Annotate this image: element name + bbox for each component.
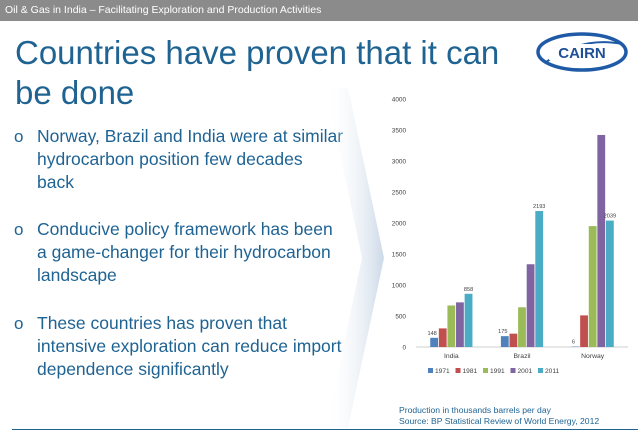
legend-label: 1981	[463, 368, 478, 375]
legend-swatch	[510, 368, 516, 373]
bullet-text: These countries has proven that intensiv…	[37, 313, 342, 379]
y-tick-label: 2500	[392, 190, 407, 197]
source-units: Production in thousands barrels per day	[399, 405, 551, 415]
bar	[588, 226, 597, 347]
y-tick-label: 2000	[392, 221, 407, 228]
bar	[438, 328, 447, 347]
bar	[518, 307, 526, 347]
cairn-logo: CAIRN	[536, 32, 628, 72]
legend-label: 1991	[490, 368, 505, 375]
chevron-arrow	[326, 88, 384, 428]
bullet-text: Conducive policy framework has been a ga…	[37, 219, 333, 285]
legend-label: 1971	[435, 368, 450, 375]
data-label: 858	[464, 287, 473, 293]
data-label: 2039	[604, 214, 616, 220]
bar	[580, 315, 588, 347]
bullet-marker: o	[14, 314, 24, 333]
data-label: 148	[427, 331, 436, 337]
bar	[509, 333, 518, 347]
x-tick-label: Norway	[581, 353, 605, 360]
header-bar: Oil & Gas in India – Facilitating Explor…	[0, 0, 638, 21]
bullet-item: o These countries has proven that intens…	[14, 312, 344, 381]
legend-swatch	[483, 368, 488, 373]
production-bar-chart: 0 500 1000 1500 2000 2500 3000 3500 4000 India Bra…	[392, 97, 628, 375]
bar	[535, 211, 544, 347]
logo-text: CAIRN	[558, 45, 606, 62]
y-tick-label: 4000	[392, 97, 407, 104]
y-tick-label: 0	[402, 345, 406, 352]
header-title: Oil & Gas in India – Facilitating Explor…	[5, 4, 322, 16]
bullet-marker: o	[14, 220, 24, 239]
bar	[447, 305, 456, 347]
bullet-item: o Conducive policy framework has been a …	[14, 218, 344, 287]
legend-swatch	[455, 368, 461, 373]
bar	[464, 293, 473, 347]
bar	[526, 264, 535, 347]
slide-title: Countries have proven that it can be don…	[15, 33, 515, 113]
source-citation: Source: BP Statistical Review of World E…	[399, 415, 600, 426]
bullet-list: o Norway, Brazil and India were at simil…	[14, 125, 344, 405]
data-label: 2193	[533, 204, 545, 210]
bottom-divider	[12, 429, 638, 430]
bar	[500, 336, 509, 347]
bullet-text: Norway, Brazil and India were at similar…	[37, 126, 344, 192]
legend-label: 2011	[545, 368, 560, 375]
slide-title-line-2: be done	[15, 74, 135, 111]
data-label: 175	[498, 329, 507, 335]
legend-label: 2001	[518, 368, 533, 375]
x-tick-label: India	[444, 353, 459, 360]
bar	[456, 302, 464, 347]
bullet-item: o Norway, Brazil and India were at simil…	[14, 125, 344, 194]
y-tick-label: 3000	[392, 159, 407, 166]
y-tick-label: 1000	[392, 283, 407, 290]
bar	[605, 220, 614, 347]
y-tick-label: 1500	[392, 252, 407, 259]
bullet-marker: o	[14, 127, 24, 146]
chart-source-note: Production in thousands barrels per day …	[399, 405, 638, 426]
slide-title-line-1: Countries have proven that it can	[15, 34, 500, 71]
y-tick-label: 3500	[392, 128, 407, 135]
x-tick-label: Brazil	[514, 353, 531, 360]
bar	[597, 134, 606, 347]
data-label: 6	[572, 340, 575, 346]
legend-swatch	[538, 368, 543, 373]
y-tick-label: 500	[395, 314, 406, 321]
bar	[430, 337, 439, 347]
legend-swatch	[428, 368, 433, 373]
